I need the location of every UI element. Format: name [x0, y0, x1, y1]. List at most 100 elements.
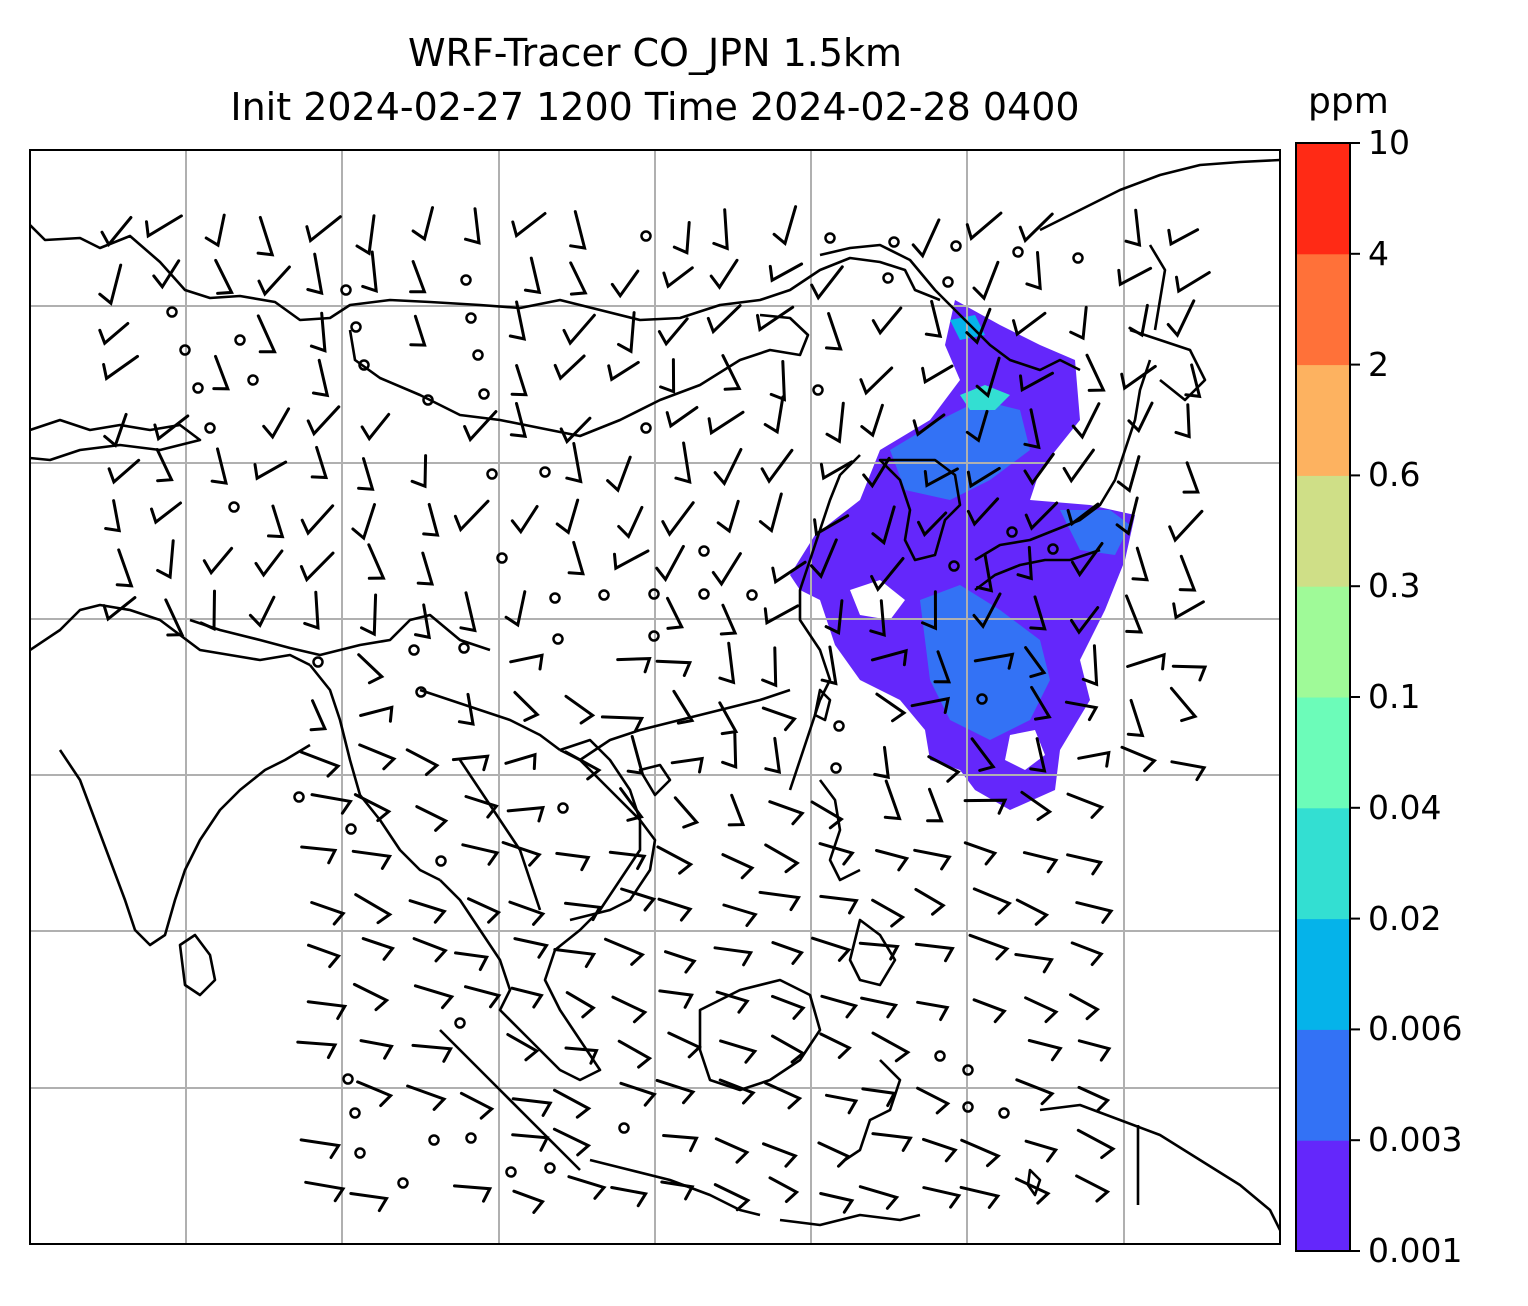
wind-barb [672, 221, 691, 255]
wind-barb [98, 263, 123, 306]
wind-barb-calm [598, 589, 610, 601]
wind-barb [1014, 1177, 1051, 1205]
wind-barb [359, 705, 394, 723]
wind-barb [768, 262, 804, 283]
wind-barb [306, 252, 324, 296]
wind-barb [1023, 408, 1041, 450]
wind-barb-calm [345, 823, 357, 835]
wind-barb [1117, 266, 1153, 287]
colorbar-segment [1296, 364, 1350, 476]
wind-barb [819, 1192, 855, 1214]
wind-barb [771, 1034, 806, 1064]
wind-barb [1120, 364, 1157, 391]
wind-barb [564, 1046, 599, 1065]
wind-barb-calm [458, 642, 470, 654]
wind-barb [409, 260, 427, 294]
wind-barb [357, 457, 375, 491]
wind-barb [933, 650, 952, 684]
wind-barb [1064, 700, 1099, 722]
wind-barb [606, 455, 632, 493]
colorbar-tick-label: 0.1 [1368, 677, 1421, 716]
wind-barb [975, 356, 1001, 399]
coastline-south-china [579, 688, 791, 762]
wind-barb [299, 551, 335, 583]
wind-barb [100, 216, 133, 248]
coastline-india-west [30, 603, 311, 667]
wind-barb [655, 1078, 696, 1105]
coastline-hokkaido [1129, 328, 1207, 402]
wind-barb [722, 903, 758, 927]
wind-barb [810, 800, 844, 830]
wind-barb [727, 793, 746, 827]
wind-barbs [98, 205, 1211, 1214]
wind-barb-calm [354, 1147, 366, 1159]
wind-barb [911, 218, 941, 259]
wind-barb [764, 736, 782, 774]
coastline-kamchatka [1039, 158, 1280, 232]
wind-barb [523, 256, 542, 295]
wind-barb [921, 590, 938, 631]
wind-barb [871, 306, 903, 336]
wind-barb [300, 845, 338, 865]
wind-barb [310, 793, 353, 815]
wind-barb-calm [179, 344, 191, 356]
wind-barb [673, 796, 700, 829]
wind-barb [657, 317, 689, 347]
wind-barb [973, 652, 1015, 670]
wind-barb [204, 213, 226, 248]
wind-barb [509, 402, 528, 439]
wind-barb [463, 410, 498, 443]
wind-barb [262, 407, 291, 440]
wind-barb [758, 890, 801, 912]
wind-barb [1012, 311, 1047, 337]
wind-barb [253, 460, 288, 481]
coastline-sakhalin [1148, 244, 1167, 331]
wind-barb [512, 1189, 545, 1214]
wind-barb [924, 299, 943, 339]
wind-barb [706, 304, 742, 335]
wind-barb [310, 445, 329, 480]
wind-barb-calm [166, 306, 178, 318]
wind-barb [718, 1078, 756, 1105]
wind-barb [916, 1086, 951, 1115]
wind-barb [600, 715, 645, 733]
wind-barb-calm [428, 1134, 440, 1146]
wind-barb-calm [505, 1166, 517, 1178]
wind-barb [966, 497, 1000, 527]
wind-barb [666, 596, 684, 630]
wind-barb [351, 503, 376, 541]
wind-barb [768, 800, 805, 826]
wind-barb [972, 887, 1012, 915]
colorbar-tick-label: 0.006 [1368, 1009, 1463, 1049]
wind-barb [306, 405, 341, 437]
wind-barb-calm [640, 230, 652, 242]
wind-barb [565, 991, 596, 1019]
wind-barb [875, 849, 910, 872]
wind-barb [1182, 461, 1200, 494]
wind-barb-calm [882, 272, 894, 284]
coastline-china-mongolia-border [348, 313, 810, 438]
wind-barb [1124, 208, 1142, 248]
wind-barb [305, 215, 342, 244]
wind-barb [813, 514, 850, 537]
wind-barb [916, 1000, 950, 1021]
plume-hole-yellow-sea [850, 580, 905, 620]
wind-barb-calm [460, 274, 472, 286]
wind-barb [1170, 760, 1207, 782]
wind-barb [355, 214, 376, 256]
wind-barb [1014, 953, 1054, 974]
wind-barb [617, 1039, 653, 1069]
wind-barb [1174, 403, 1191, 439]
wind-barb [1023, 452, 1055, 486]
wind-barb [311, 358, 330, 398]
wind-barb-calm [812, 384, 824, 396]
wind-barb-calm [342, 1073, 354, 1085]
wind-barb [763, 604, 800, 626]
wind-barb [709, 258, 739, 290]
wind-barb [358, 743, 397, 771]
wind-barb-calm [557, 802, 569, 814]
wind-barb [504, 590, 527, 628]
wind-barb [510, 505, 539, 535]
wind-barb [553, 1088, 592, 1119]
wind-barb [667, 1031, 702, 1059]
